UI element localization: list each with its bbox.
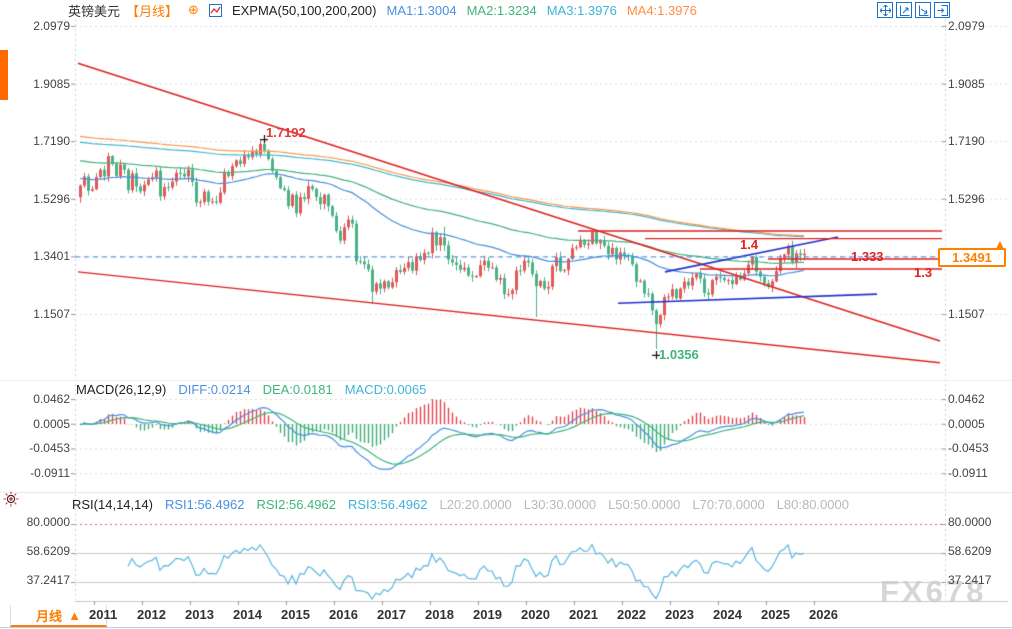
indicator-title[interactable]: EXPMA(50,100,200,200) — [231, 2, 377, 18]
chart-toolbar — [877, 2, 950, 18]
macd-panel-header: MACD(26,12,9) DIFF:0.0214 DEA:0.0181 MAC… — [76, 382, 426, 397]
macd-y-axis-label-left: -0.0453 — [29, 441, 70, 456]
macd-title[interactable]: MACD(26,12,9) — [76, 382, 167, 397]
zoom-horizontal-icon[interactable] — [915, 2, 931, 18]
main-y-axis-label-right: 2.0979 — [948, 19, 985, 33]
chart-header: 英镑美元 【月线】 ⊕ EXPMA(50,100,200,200) MA1:1.… — [68, 2, 697, 19]
main-y-axis-label-right: 1.5296 — [948, 191, 985, 206]
main-y-axis-label-right: 1.1507 — [948, 306, 985, 321]
rsi-y-axis-label-left: 58.6209 — [26, 544, 70, 558]
latest-price-arrow-icon[interactable]: ▲ — [994, 237, 1006, 251]
main-y-axis-label-left: 1.5296 — [33, 191, 70, 206]
ma1-value: MA1:1.3004 — [386, 2, 457, 18]
level-label-1-333: 1.333 — [851, 249, 884, 264]
ma4-value: MA4:1.3976 — [626, 2, 697, 18]
bottom-border — [0, 627, 1012, 628]
rsi-y-axis-label-left: 37.2417 — [26, 573, 70, 588]
rsi-y-axis-label-left: 80.0000 — [26, 515, 70, 529]
x-axis-year-label[interactable]: 2015 — [281, 607, 310, 622]
indicator-chart-icon[interactable] — [208, 3, 222, 17]
rsi2-value: RSI2:56.4962 — [256, 497, 336, 512]
rsi-level-l20: L20:20.0000 — [439, 497, 512, 512]
timeframe-tab-arrow-icon[interactable]: ▲ — [68, 607, 81, 623]
timeframe-tab-label: 月线 — [36, 608, 63, 624]
macd-y-axis-label-left: 0.0005 — [33, 416, 70, 431]
x-axis-year-label[interactable]: 2012 — [137, 607, 166, 622]
zoom-vertical-icon[interactable] — [896, 2, 912, 18]
ma3-value: MA3:1.3976 — [546, 2, 617, 18]
x-axis-year-label[interactable]: 2018 — [425, 607, 454, 622]
current-price-badge[interactable]: 1.3491 — [938, 248, 1006, 267]
macd-y-axis-label-right: -0.0911 — [948, 466, 988, 481]
x-axis-year-label[interactable]: 2013 — [185, 607, 214, 622]
trough-price-label: 1.0356 — [659, 347, 699, 362]
main-y-axis-label-left: 2.0979 — [33, 19, 70, 33]
main-y-axis-label-left: 1.9085 — [33, 76, 70, 91]
x-axis-year-label[interactable]: 2025 — [761, 607, 790, 622]
macd-y-axis-label-left: -0.0911 — [30, 466, 70, 481]
main-y-axis-label-left: 1.1507 — [33, 306, 70, 321]
main-y-axis-label-right: 1.7190 — [948, 134, 985, 149]
indicator-flare-icon[interactable] — [3, 491, 19, 512]
x-axis-year-label[interactable]: 2020 — [521, 607, 550, 622]
add-symbol-icon[interactable]: ⊕ — [188, 2, 199, 17]
timeframe-tab[interactable]: 月线 ▲ — [10, 605, 107, 627]
macd-y-axis-label-right: 0.0005 — [948, 416, 985, 431]
ma2-value: MA2:1.3234 — [466, 2, 537, 18]
side-panel-tab[interactable] — [0, 50, 8, 100]
level-label-1-3: 1.3 — [914, 265, 933, 280]
macd-diff-value: DIFF:0.0214 — [178, 382, 251, 397]
rsi-title[interactable]: RSI(14,14,14) — [72, 497, 153, 512]
x-axis-year-label[interactable]: 2021 — [569, 607, 598, 622]
macd-y-axis-label-right: -0.0453 — [948, 441, 989, 456]
x-axis-year-label[interactable]: 2017 — [377, 607, 406, 622]
x-axis-year-label[interactable]: 2016 — [329, 607, 358, 622]
rsi-level-l80: L80:80.0000 — [776, 497, 849, 512]
collapse-panel-icon[interactable] — [934, 2, 950, 18]
x-axis-year-label[interactable]: 2019 — [473, 607, 502, 622]
x-axis-year-label[interactable]: 2014 — [233, 607, 262, 622]
level-label-1-4: 1.4 — [740, 237, 759, 252]
rsi-level-l50: L50:50.0000 — [608, 497, 681, 512]
macd-value: MACD:0.0065 — [344, 382, 427, 397]
rsi-y-axis-label-right: 80.0000 — [948, 515, 992, 529]
timeframe-label: 【月线】 — [126, 3, 179, 19]
macd-y-axis-label-left: 0.0462 — [33, 392, 70, 407]
x-axis-year-label[interactable]: 2026 — [809, 607, 838, 622]
rsi-y-axis-label-right: 37.2417 — [948, 573, 992, 588]
x-axis-year-label[interactable]: 2011 — [89, 607, 118, 622]
rsi3-value: RSI3:56.4962 — [347, 497, 428, 512]
main-y-axis-label-left: 1.7190 — [33, 134, 70, 149]
rsi-panel-header: RSI(14,14,14) RSI1:56.4962 RSI2:56.4962 … — [72, 497, 849, 512]
rsi-level-l70: L70:70.0000 — [692, 497, 765, 512]
rsi1-value: RSI1:56.4962 — [164, 497, 245, 512]
pan-tool-icon[interactable] — [877, 2, 893, 18]
macd-y-axis-label-right: 0.0462 — [948, 392, 985, 407]
rsi-y-axis-label-right: 58.6209 — [948, 544, 992, 558]
main-y-axis-label-left: 1.3401 — [33, 249, 70, 264]
symbol-name: 英镑美元 — [68, 3, 121, 19]
main-y-axis-label-right: 1.9085 — [948, 76, 985, 91]
peak-price-label: 1.7192 — [266, 125, 306, 140]
rsi-level-l30: L30:30.0000 — [523, 497, 597, 512]
x-axis-year-label[interactable]: 2024 — [713, 607, 742, 622]
x-axis-year-label[interactable]: 2022 — [617, 607, 646, 622]
macd-dea-value: DEA:0.0181 — [262, 382, 333, 397]
x-axis-year-label[interactable]: 2023 — [665, 607, 694, 622]
